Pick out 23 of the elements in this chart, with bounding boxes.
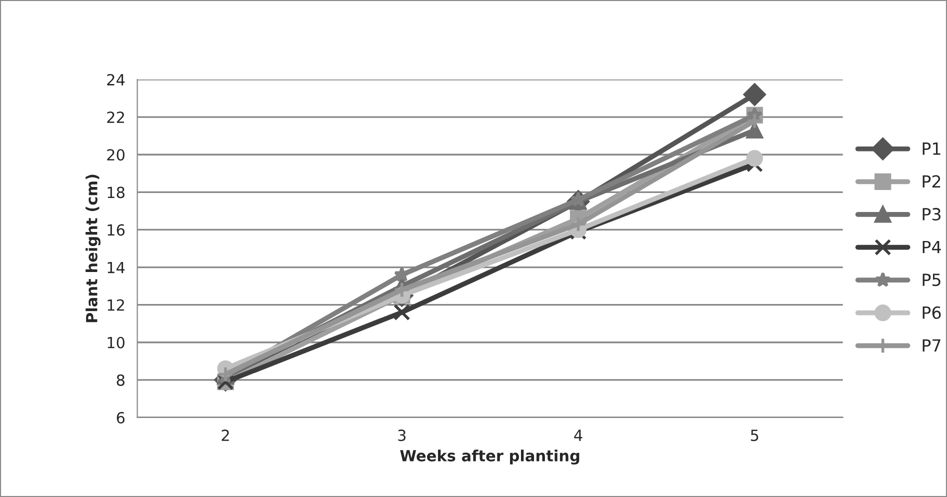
y-tick-label: 6 (116, 412, 125, 424)
legend-label: P5 (922, 274, 940, 286)
x-tick-label: 2 (222, 430, 229, 441)
y-tick-label: 14 (108, 262, 125, 274)
y-tick-label: 18 (108, 186, 124, 198)
y-tick-label: 20 (107, 149, 124, 161)
legend-label: P1 (922, 142, 940, 155)
legend-label: P7 (922, 339, 940, 352)
legend-label: P6 (922, 306, 941, 319)
y-tick-label: 12 (108, 299, 124, 311)
x-tick-label: 3 (398, 430, 406, 442)
x-tick-label: 4 (574, 430, 582, 441)
y-axis-title: Plant height (cm) (86, 174, 101, 322)
y-tick-label: 10 (108, 336, 124, 348)
y-tick-label: 22 (107, 112, 124, 123)
x-axis-title: Weeks after planting (400, 450, 580, 465)
y-tick-label: 24 (107, 74, 125, 86)
legend-label: P4 (922, 240, 941, 254)
legend-label: P2 (922, 175, 940, 188)
x-tick-label: 5 (750, 430, 758, 442)
y-tick-label: 8 (116, 374, 124, 386)
y-tick-label: 16 (108, 224, 125, 236)
legend-label: P3 (922, 208, 940, 221)
